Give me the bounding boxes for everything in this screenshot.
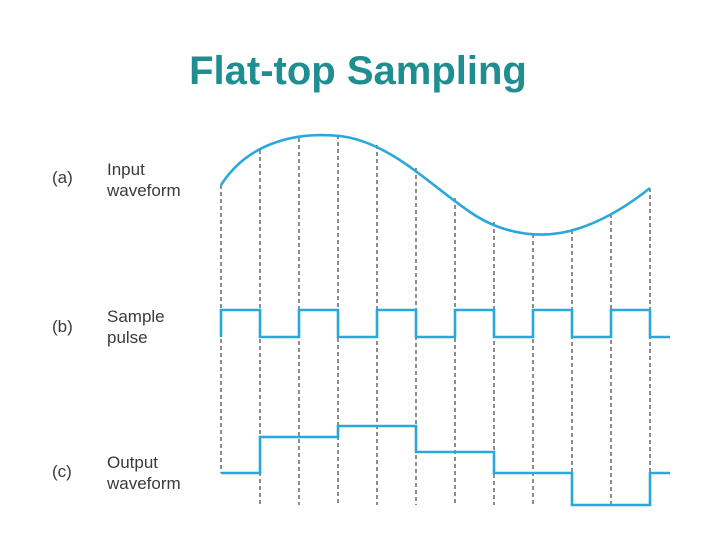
sample-pulse [219, 308, 670, 339]
panel-label: Input [107, 160, 145, 179]
panel-label: pulse [107, 328, 148, 347]
panel-label: Sample [107, 307, 165, 326]
panel-tag: (c) [52, 462, 72, 481]
panel-tag: (b) [52, 317, 73, 336]
input-waveform [219, 133, 651, 236]
output-waveform [221, 424, 670, 507]
sample-lines [220, 135, 651, 505]
title: Flat-top Sampling [189, 49, 527, 93]
panel-label: waveform [106, 474, 181, 493]
panel-label: waveform [106, 181, 181, 200]
panel-tag: (a) [52, 168, 73, 187]
panel-label: Output [107, 453, 158, 472]
